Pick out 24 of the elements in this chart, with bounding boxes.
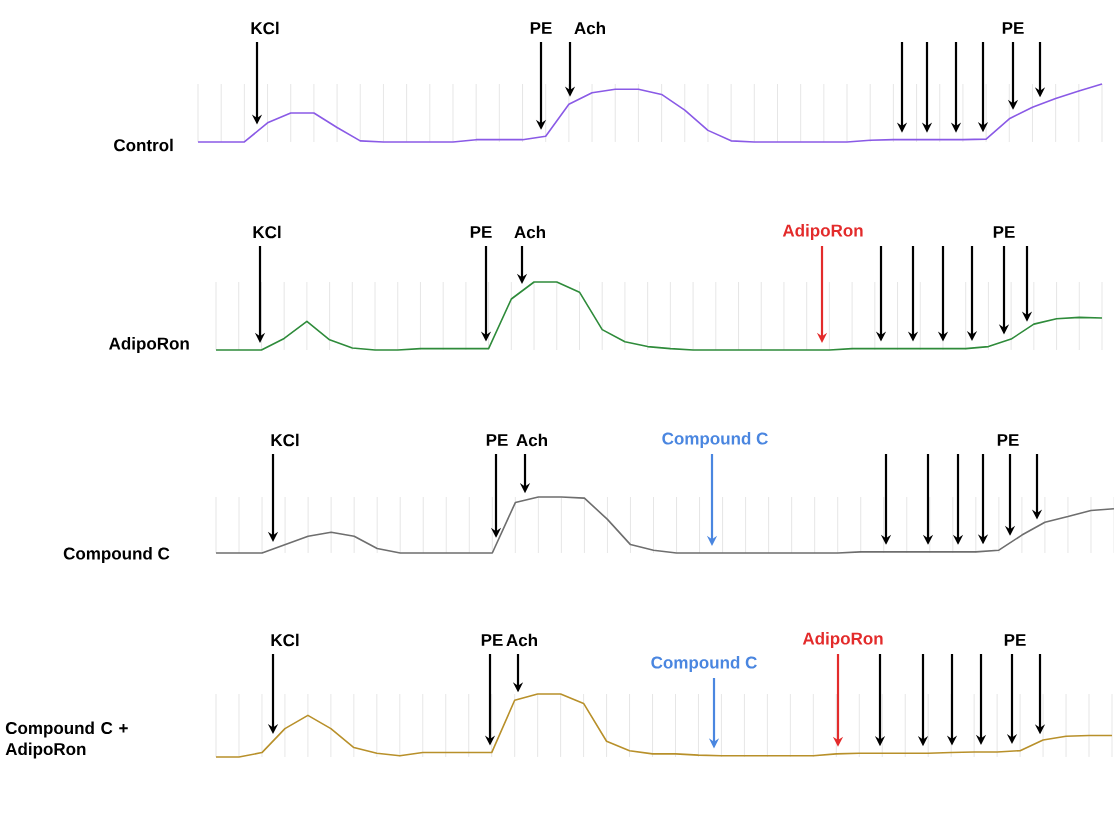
text: Compound C	[63, 547, 170, 563]
text: PE	[470, 226, 492, 238]
text: PE	[993, 226, 1015, 238]
text: KCl	[271, 433, 299, 447]
text: Ach	[506, 633, 538, 647]
text: PE	[486, 434, 508, 446]
text: PE	[530, 22, 552, 34]
text: Compound C	[651, 656, 757, 672]
text: Compound C	[662, 432, 768, 448]
text: PE	[1004, 634, 1026, 646]
text: PE	[997, 434, 1019, 446]
text: AdipoRon	[109, 337, 189, 353]
text: KCl	[271, 633, 299, 647]
text: AdipoRon	[802, 632, 883, 648]
text: KCl	[253, 225, 281, 239]
text: KCl	[251, 21, 279, 35]
text: Ach	[514, 225, 546, 239]
text: Control	[114, 138, 173, 152]
text: PE	[481, 634, 503, 646]
text: PE	[1002, 22, 1024, 34]
text: Compound C + AdipoRon	[5, 721, 128, 759]
text: Ach	[516, 433, 548, 447]
text: AdipoRon	[782, 224, 863, 240]
text: Ach	[574, 21, 606, 35]
